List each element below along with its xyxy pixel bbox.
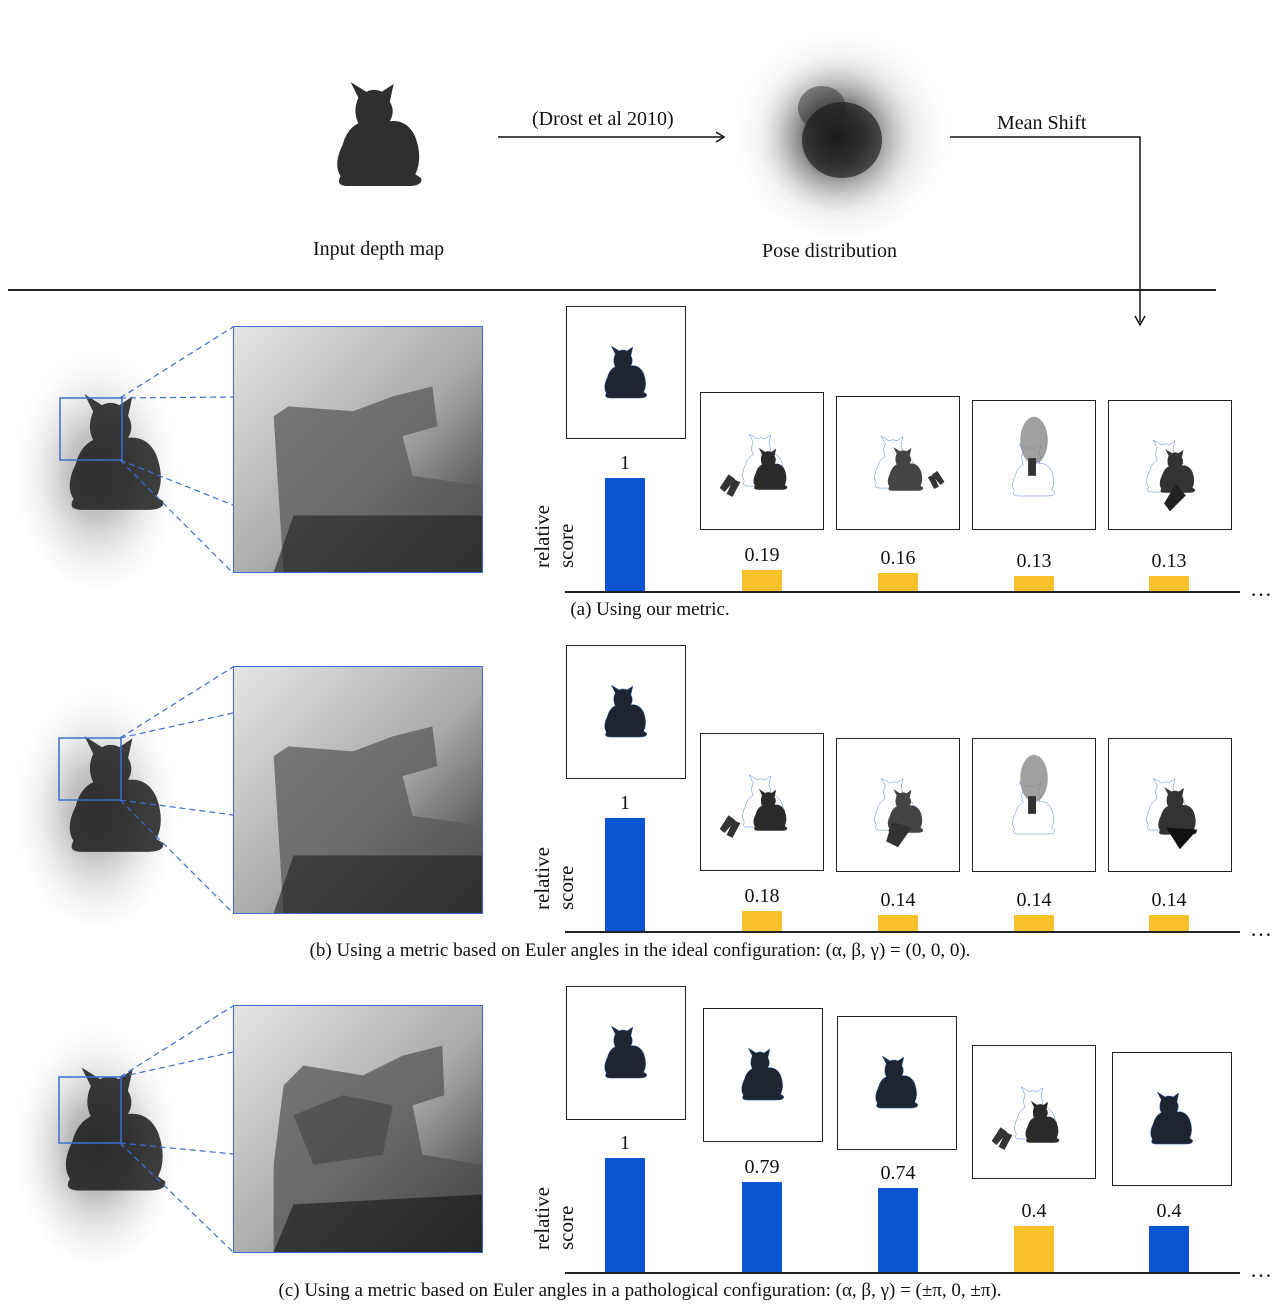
zoom-inset-b [233,666,483,914]
pose-distribution-label: Pose distribution [762,240,898,262]
mean-shift-label: Mean Shift [997,112,1087,134]
score-label-b-4: 0.14 [1016,889,1052,912]
score-label-a-2: 0.19 [744,543,780,566]
score-bar-c-3 [878,1187,918,1272]
pose-thumb-a-2 [700,392,824,530]
score-label-c-5: 0.4 [1156,1200,1182,1223]
caption-a: (a) Using our metric. [570,599,730,620]
zoom-connector-c [120,1005,234,1253]
score-label-b-1: 1 [620,792,630,814]
pose-thumb-a-3 [836,396,960,530]
pose-distribution-image [730,16,954,236]
input-depth-map-image [328,80,428,188]
score-bar-b-4 [1014,915,1054,931]
x-axis-c [565,1272,1240,1274]
pose-thumb-b-3 [836,738,960,872]
pose-thumb-b-4 [972,738,1096,872]
pose-thumb-c-2 [703,1008,823,1142]
y-axis-label-b: relative score [530,847,578,910]
score-label-c-1: 1 [620,1132,630,1154]
ellipsis-b: … [1250,916,1272,941]
x-axis-a [565,591,1240,593]
score-bar-b-2 [742,910,782,931]
score-label-b-3: 0.14 [880,889,916,912]
ellipsis-c: … [1250,1257,1272,1282]
caption-c: (c) Using a metric based on Euler angles… [278,1280,1002,1301]
input-depth-map-label: Input depth map [313,238,445,260]
score-label-a-1: 1 [620,452,630,474]
zoom-inset-c [233,1005,483,1253]
score-bar-c-2 [742,1181,782,1272]
distribution-overview-a [11,335,183,587]
score-label-b-2: 0.18 [744,884,780,907]
pose-thumb-a-5 [1108,400,1232,530]
score-bar-a-4 [1014,576,1054,591]
score-bar-b-3 [878,915,918,931]
pose-thumb-a-1 [566,306,686,439]
score-label-c-3: 0.74 [880,1161,916,1184]
score-bar-a-1 [605,478,645,591]
pose-thumb-c-4 [972,1045,1096,1179]
pose-thumb-b-5 [1108,738,1232,872]
zoom-inset-a [233,326,483,573]
zoom-connector-b [120,666,234,914]
score-bar-b-1 [605,818,645,931]
score-bar-c-1 [605,1158,645,1272]
mean-shift-arrow [950,136,1146,327]
score-bar-b-5 [1149,915,1189,931]
score-label-a-4: 0.13 [1016,550,1052,573]
pose-thumb-c-3 [837,1016,957,1150]
pose-thumb-c-5 [1112,1052,1232,1186]
pose-thumb-b-2 [700,733,824,871]
pose-thumb-c-1 [566,986,686,1120]
score-label-b-5: 0.14 [1151,889,1187,912]
score-label-a-3: 0.16 [880,546,916,569]
x-axis-b [565,931,1240,933]
y-axis-label-a: relative score [530,505,578,568]
pose-thumb-b-1 [566,645,686,779]
distribution-overview-b [11,673,183,925]
score-bar-a-2 [742,569,782,591]
zoom-connector-a [120,326,234,574]
score-bar-a-5 [1149,576,1189,591]
y-axis-label-c: relative score [530,1187,578,1250]
score-bar-a-3 [878,572,918,591]
drost-arrow-label: (Drost et al 2010) [532,108,674,130]
score-label-c-4: 0.4 [1021,1200,1047,1223]
pose-thumb-a-4 [972,400,1096,530]
score-bar-c-4 [1014,1226,1054,1272]
section-divider [8,289,1216,291]
score-bar-c-5 [1149,1226,1189,1272]
caption-b: (b) Using a metric based on Euler angles… [309,940,971,961]
score-label-a-5: 0.13 [1151,550,1187,573]
ellipsis-a: … [1250,576,1272,601]
drost-arrow [498,131,726,143]
score-label-c-2: 0.79 [744,1155,780,1178]
